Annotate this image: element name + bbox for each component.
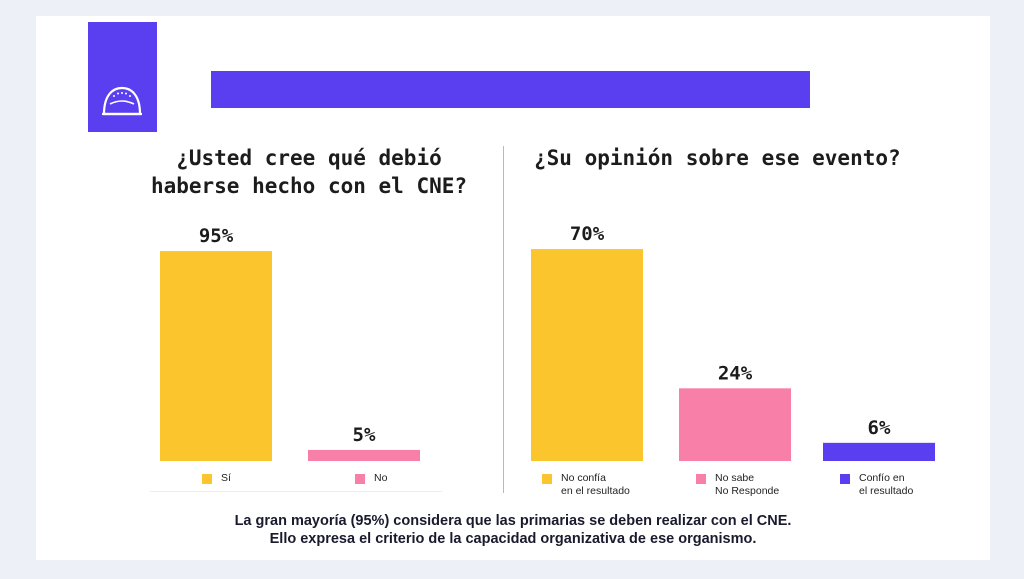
data-label: 95%: [199, 225, 234, 247]
legend-swatch: [202, 474, 212, 484]
legend-item: No sabe No Responde: [696, 472, 779, 498]
footer-line-2: Ello expresa el criterio de la capacidad…: [269, 531, 757, 547]
left-baseline: [150, 491, 442, 492]
legend-swatch: [840, 474, 850, 484]
legend-swatch: [542, 474, 552, 484]
data-label: 6%: [868, 417, 891, 439]
legend-label: No confía en el resultado: [561, 472, 630, 497]
bar-right-3: [823, 442, 935, 461]
legend-item: Sí: [202, 472, 231, 485]
legend-item: No: [355, 472, 387, 485]
legend-swatch: [355, 474, 365, 484]
footer-line-1: La gran mayoría (95%) considera que las …: [234, 513, 792, 529]
left-question: ¿Usted cree qué debió haberse hecho con …: [150, 146, 468, 198]
logo-badge: [88, 22, 157, 132]
section-divider: [503, 146, 504, 493]
bar-left-2: [308, 449, 420, 461]
bar-right-1: [531, 249, 643, 461]
data-label: 5%: [353, 424, 376, 446]
legend-label: Sí: [221, 472, 231, 484]
cap-icon: [102, 86, 142, 116]
legend-label: No sabe No Responde: [715, 472, 780, 497]
title-banner: [211, 71, 810, 108]
data-label: 24%: [718, 362, 753, 384]
data-label: 70%: [570, 223, 605, 245]
right-question: ¿Su opinión sobre ese evento?: [534, 146, 901, 170]
legend-swatch: [696, 474, 706, 484]
legend-label: Confío en el resultado: [859, 472, 914, 497]
legend-item: No confía en el resultado: [542, 472, 630, 498]
legend-item: Confío en el resultado: [840, 472, 913, 498]
bar-left-1: [160, 251, 272, 461]
legend-label: No: [374, 472, 388, 484]
bar-right-2: [679, 388, 791, 461]
